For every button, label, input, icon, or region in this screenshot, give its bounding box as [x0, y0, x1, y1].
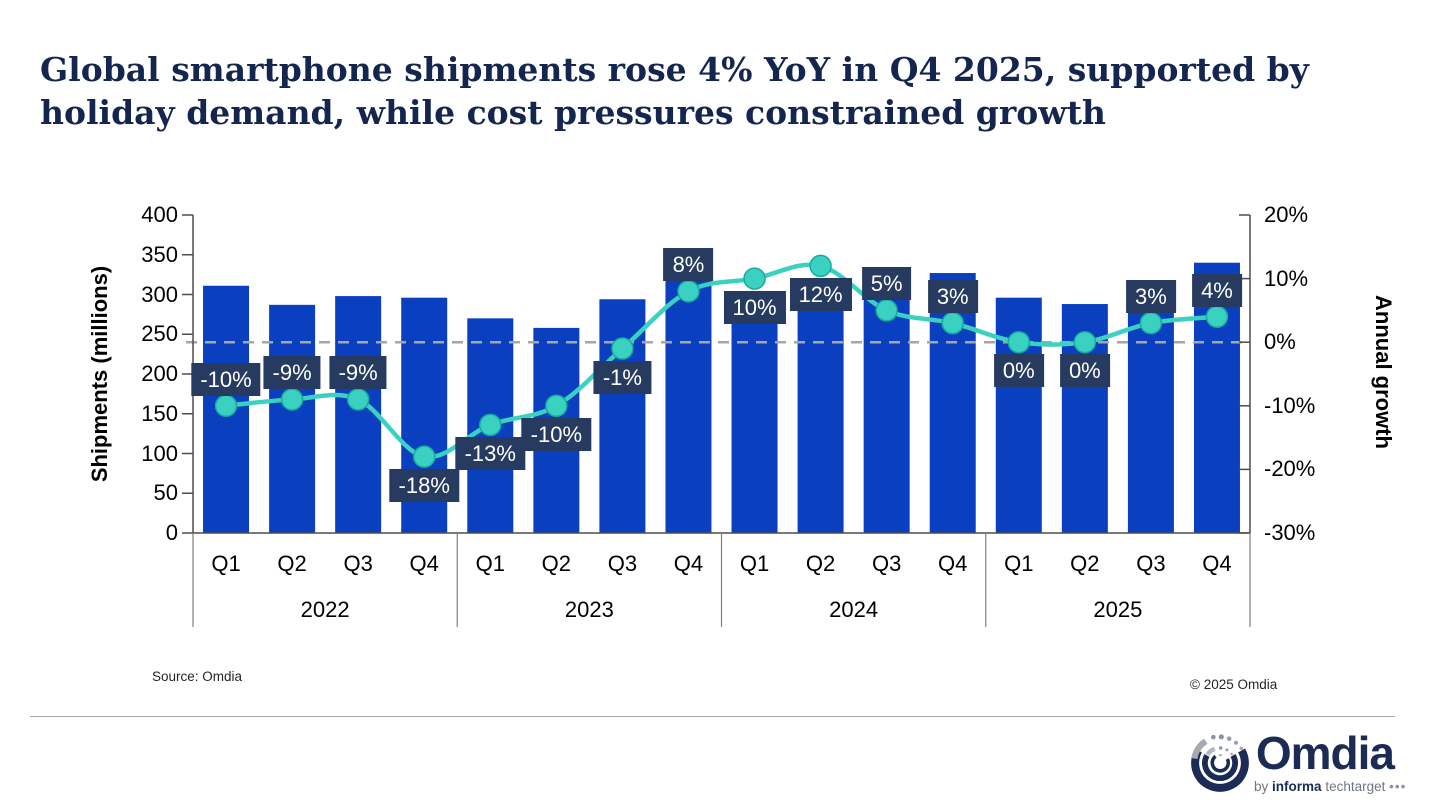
growth-point-2: [346, 388, 370, 411]
left-axis-title: Shipments (millions): [87, 265, 112, 483]
bar-2023-Q2: [533, 327, 580, 533]
bar-2022-Q3: [335, 296, 382, 533]
growth-point-5: [545, 394, 568, 418]
growth-point-12: [1007, 330, 1031, 354]
tagline-informa: informa: [1272, 779, 1322, 794]
omdia-logo-icon: [1191, 734, 1249, 792]
omdia-wordmark: Omdia: [1255, 727, 1395, 779]
bar-2022-Q2: [269, 304, 316, 533]
growth-point-6: [611, 337, 634, 360]
growth-point-3: [412, 445, 436, 468]
annual-growth-line: [223, 262, 1220, 460]
omdia-logo: Omdia by informa techtarget •••: [1188, 727, 1405, 798]
source-note: Source: Omdia: [152, 669, 243, 684]
bar-2024-Q2: [797, 303, 844, 533]
tagline-by: by: [1254, 779, 1269, 794]
growth-point-0: [214, 394, 238, 418]
growth-point-7: [677, 280, 700, 303]
growth-point-14: [1139, 311, 1163, 335]
growth-point-15: [1205, 305, 1229, 329]
bar-2023-Q4: [665, 280, 712, 533]
bar-2024-Q1: [731, 297, 778, 533]
bar-2022-Q4: [401, 297, 448, 533]
growth-point-8: [743, 267, 766, 290]
growth-point-10: [875, 299, 898, 322]
growth-point-11: [941, 311, 964, 335]
bar-2025-Q4: [1193, 262, 1240, 533]
right-axis-title: Annual growth: [1371, 295, 1396, 449]
tagline-techtarget: techtarget: [1325, 779, 1386, 794]
growth-point-9: [809, 254, 832, 278]
footer-divider: [30, 716, 1395, 717]
growth-point-4: [479, 413, 502, 437]
bar-2024-Q3: [863, 288, 910, 533]
growth-point-13: [1073, 330, 1097, 354]
chart-headline: Global smartphone shipments rose 4% YoY …: [40, 50, 1309, 132]
omdia-tagline: by informa techtarget •••: [1254, 779, 1405, 794]
growth-point-1: [280, 388, 304, 411]
tagline-dots: •••: [1389, 779, 1407, 794]
copyright-note: © 2025 Omdia: [1190, 677, 1278, 692]
